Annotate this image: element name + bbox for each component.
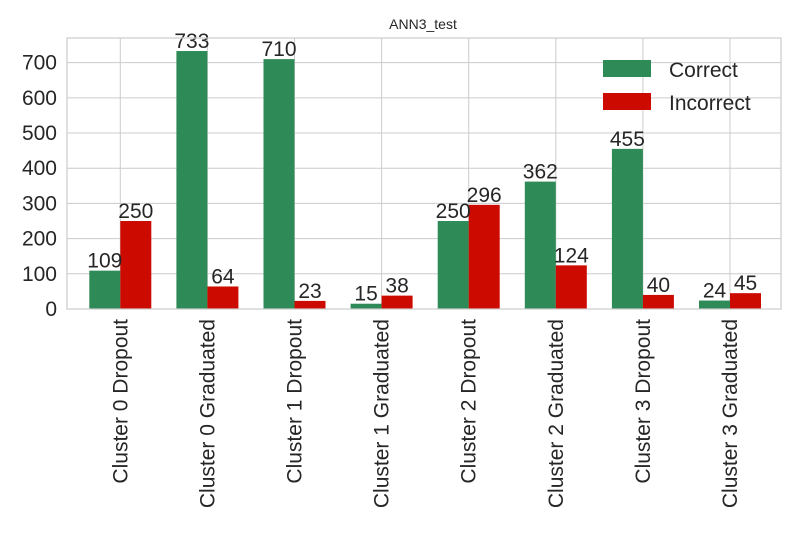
bar-incorrect (207, 286, 239, 309)
chart-title: ANN3_test (389, 16, 457, 32)
bar-correct (89, 270, 121, 309)
bar-correct (437, 221, 469, 309)
bar-correct (176, 51, 208, 309)
y-tick-label: 300 (22, 192, 57, 215)
x-tick-label: Cluster 0 Dropout (109, 319, 132, 484)
bar-incorrect (120, 221, 152, 309)
bar-incorrect (294, 300, 326, 309)
value-label: 23 (298, 280, 321, 303)
value-label: 38 (385, 275, 408, 298)
y-tick-label: 200 (22, 228, 57, 251)
y-tick-label: 400 (22, 157, 57, 180)
y-axis-ticks: 0 100 200 300 400 500 600 700 (22, 52, 57, 321)
value-label: 45 (734, 272, 757, 295)
y-tick-label: 500 (22, 122, 57, 145)
value-label: 455 (610, 128, 645, 151)
value-label: 250 (118, 200, 153, 223)
value-label: 24 (703, 280, 727, 303)
value-label: 64 (211, 265, 235, 288)
x-tick-label: Cluster 2 Dropout (458, 319, 481, 484)
x-tick-label: Cluster 1 Dropout (284, 319, 307, 484)
y-tick-label: 0 (45, 298, 57, 321)
legend-label-correct: Correct (669, 59, 738, 82)
y-tick-label: 600 (22, 87, 57, 110)
y-tick-label: 700 (22, 52, 57, 75)
legend-label-incorrect: Incorrect (669, 92, 751, 115)
bar-correct (263, 59, 295, 309)
bar-correct (611, 148, 643, 309)
legend-swatch-correct (603, 60, 651, 77)
value-label: 250 (436, 200, 471, 223)
x-tick-label: Cluster 0 Graduated (196, 319, 219, 508)
value-label: 362 (523, 161, 558, 184)
x-tick-label: Cluster 1 Graduated (371, 319, 394, 508)
plot-frame (66, 37, 782, 310)
value-label: 296 (467, 184, 502, 207)
value-label: 733 (174, 30, 209, 53)
y-tick-label: 100 (22, 263, 57, 286)
bar-correct (699, 300, 730, 309)
bar-incorrect (468, 204, 500, 309)
value-label: 109 (87, 250, 122, 273)
x-tick-label: Cluster 2 Graduated (545, 319, 568, 508)
bar-correct (350, 303, 382, 309)
bar-incorrect (381, 295, 413, 309)
bar-incorrect (642, 294, 674, 309)
bar-correct (524, 181, 556, 309)
x-tick-label: Cluster 3 Dropout (632, 319, 655, 484)
bars (89, 51, 761, 309)
legend-swatch-incorrect (603, 93, 651, 110)
value-label: 710 (261, 38, 296, 61)
value-label: 40 (647, 274, 670, 297)
x-axis-ticks: Cluster 0 Dropout Cluster 0 Graduated Clus… (109, 319, 742, 508)
legend: Correct Incorrect (603, 59, 751, 115)
value-label: 124 (554, 244, 589, 267)
bar-incorrect (555, 265, 587, 309)
bar-incorrect (730, 293, 761, 309)
value-labels: 109 733 710 15 250 362 455 24 250 64 23 38 296 124 40 4… (87, 30, 757, 306)
x-tick-label: Cluster 3 Graduated (719, 319, 742, 508)
value-label: 15 (354, 283, 377, 306)
